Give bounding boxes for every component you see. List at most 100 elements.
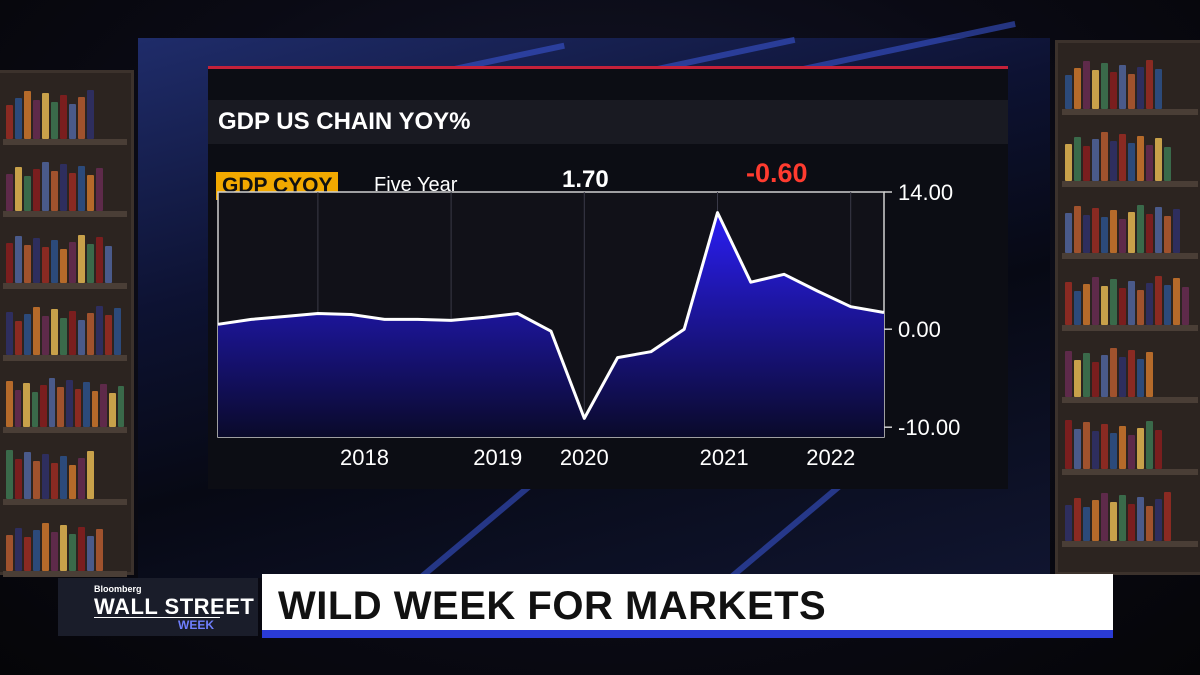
- book: [24, 537, 31, 571]
- book: [1092, 277, 1099, 325]
- book: [87, 90, 94, 139]
- book: [33, 530, 40, 571]
- book: [33, 169, 40, 211]
- book: [1155, 138, 1162, 181]
- book: [1164, 492, 1171, 541]
- x-tick-label: 2020: [560, 445, 609, 470]
- book: [1101, 424, 1108, 469]
- book: [51, 102, 58, 139]
- shelf-row: [1062, 485, 1198, 547]
- book: [33, 238, 40, 283]
- book: [6, 174, 13, 211]
- book: [1128, 143, 1135, 181]
- shelf-row: [3, 371, 127, 433]
- book: [1155, 207, 1162, 253]
- book: [14, 390, 22, 427]
- book: [48, 378, 56, 427]
- book: [1146, 60, 1153, 109]
- bookshelf-left: [0, 70, 134, 577]
- book: [108, 393, 116, 427]
- book: [42, 247, 49, 283]
- book: [42, 93, 49, 139]
- brand-label: Bloomberg: [94, 584, 142, 594]
- book: [24, 91, 31, 139]
- book: [78, 97, 85, 139]
- book: [1146, 145, 1153, 181]
- book: [51, 463, 58, 499]
- book: [42, 316, 49, 355]
- book: [1074, 68, 1081, 109]
- shelf-row: [3, 227, 127, 289]
- book: [69, 242, 76, 283]
- book: [60, 525, 67, 571]
- book: [57, 387, 65, 427]
- book: [1074, 291, 1081, 325]
- book: [24, 314, 31, 355]
- headline: WILD WEEK FOR MARKETS: [278, 584, 827, 628]
- book: [6, 243, 13, 283]
- book: [15, 459, 22, 499]
- book: [1065, 213, 1072, 253]
- book: [1155, 69, 1162, 109]
- shelf-row: [3, 515, 127, 577]
- book: [1092, 500, 1099, 541]
- book: [1128, 212, 1135, 253]
- book: [87, 244, 94, 283]
- book: [6, 312, 13, 355]
- book: [33, 100, 40, 139]
- book: [15, 167, 22, 211]
- book: [1137, 428, 1144, 469]
- book: [78, 166, 85, 211]
- book: [1137, 205, 1144, 253]
- book: [1164, 216, 1171, 253]
- shelf-row: [1062, 125, 1198, 187]
- book: [1137, 136, 1144, 181]
- book: [6, 535, 13, 571]
- book: [1092, 362, 1099, 397]
- book: [69, 534, 76, 571]
- book: [117, 386, 125, 427]
- book: [78, 527, 85, 571]
- book: [1083, 507, 1090, 541]
- series-area: [218, 212, 884, 437]
- change-value: -0.60: [746, 158, 808, 188]
- book: [105, 246, 112, 283]
- book: [1146, 352, 1153, 397]
- book: [1119, 65, 1126, 109]
- book: [1173, 209, 1180, 253]
- x-tick-label: 2022: [806, 445, 855, 470]
- book: [83, 382, 90, 427]
- book: [1155, 430, 1162, 469]
- book: [1092, 208, 1099, 253]
- book: [1074, 498, 1081, 541]
- book: [78, 320, 85, 355]
- book: [1101, 286, 1108, 325]
- book: [1101, 132, 1108, 181]
- book: [87, 313, 94, 355]
- book: [51, 532, 58, 571]
- book: [6, 381, 13, 427]
- book: [1110, 72, 1117, 109]
- show-sub: WEEK: [178, 618, 214, 632]
- book: [1101, 493, 1108, 541]
- book: [24, 245, 31, 283]
- book: [1119, 288, 1126, 325]
- book: [1146, 421, 1153, 469]
- last-value: 1.70: [562, 166, 609, 193]
- book: [51, 240, 58, 283]
- x-tick-label: 2019: [473, 445, 522, 470]
- shelf-row: [3, 83, 127, 145]
- book: [1182, 287, 1189, 325]
- book: [1110, 433, 1117, 469]
- book: [1083, 353, 1090, 397]
- x-tick-label: 2021: [700, 445, 749, 470]
- book: [100, 384, 107, 427]
- book: [91, 391, 99, 427]
- show-logo: Bloomberg WALL STREET WEEK: [58, 578, 258, 636]
- book: [1110, 210, 1117, 253]
- book: [23, 383, 30, 427]
- book: [60, 456, 67, 499]
- book: [96, 168, 103, 211]
- book: [51, 171, 58, 211]
